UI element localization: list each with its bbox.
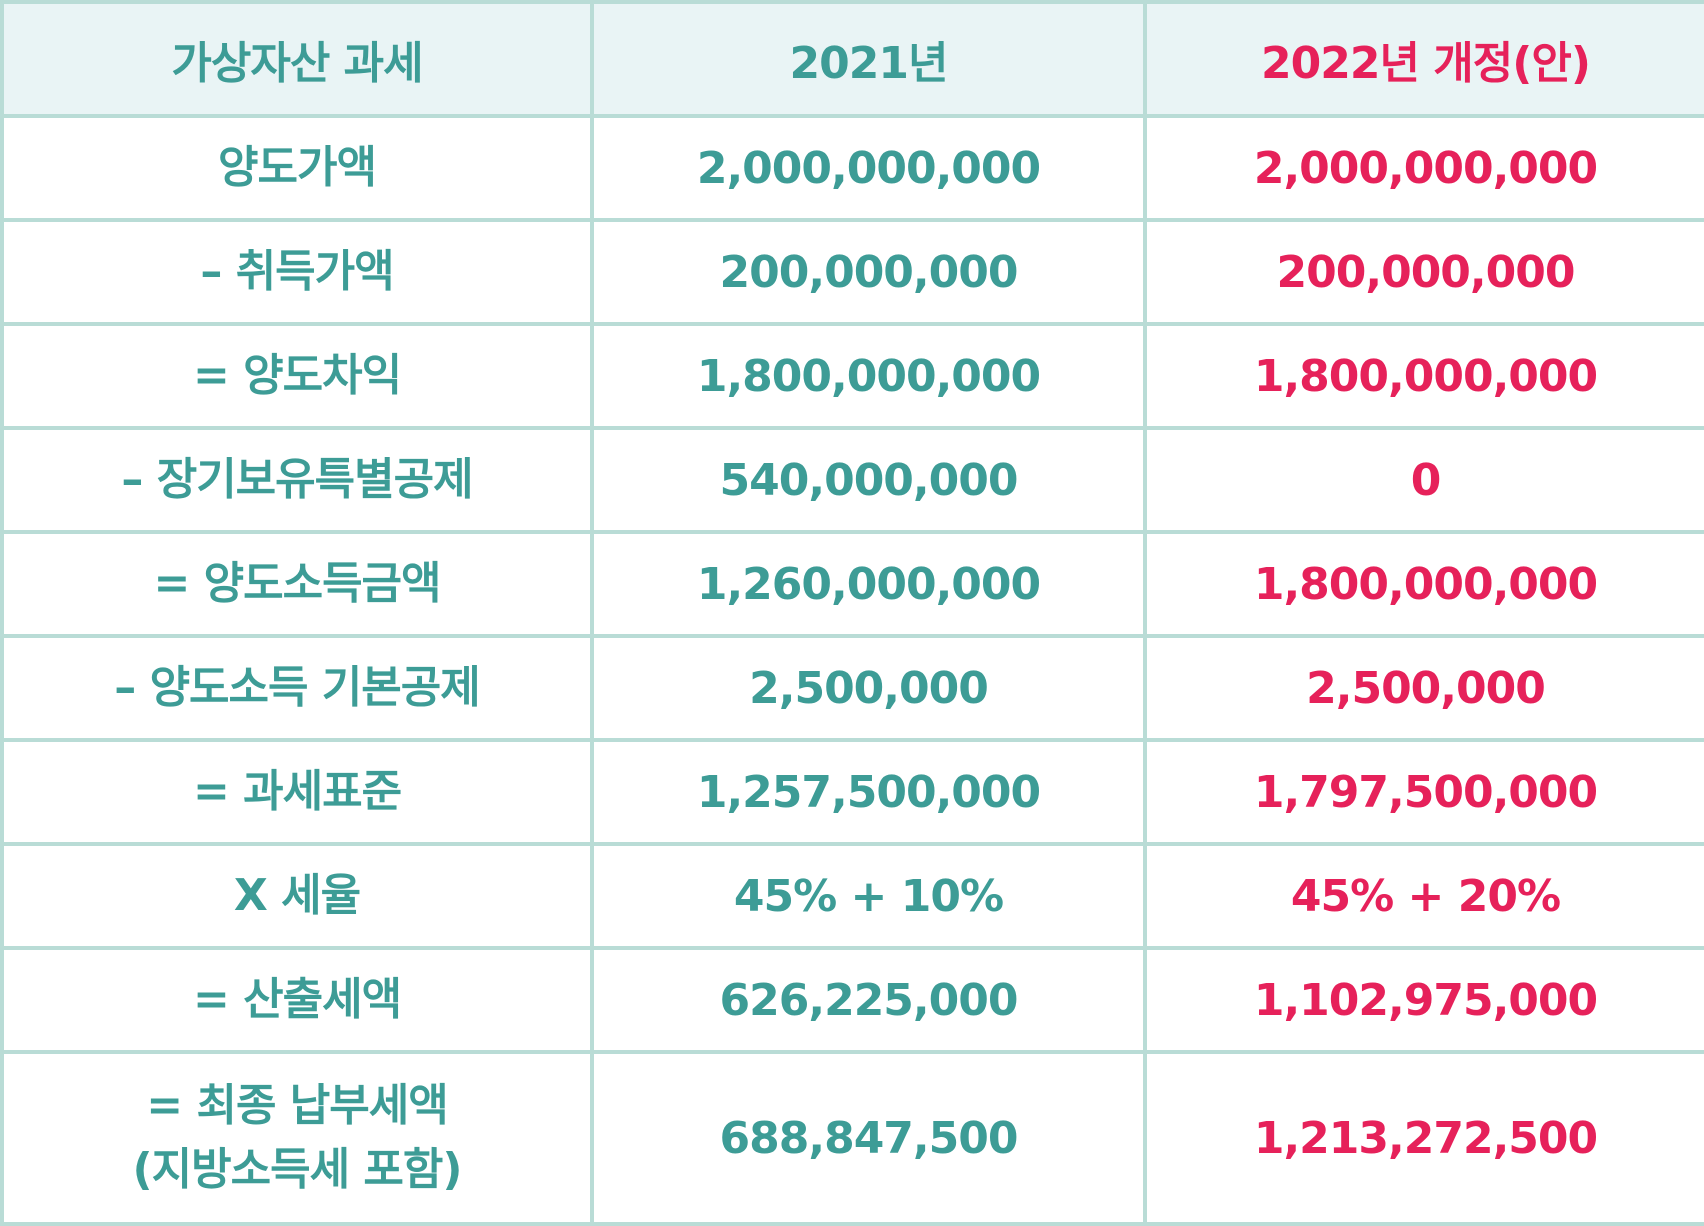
table-body: 양도가액 2,000,000,000 2,000,000,000 – 취득가액 … xyxy=(0,114,1704,1226)
final-tax-label: = 최종 납부세액 xyxy=(146,1080,448,1132)
header-row: 가상자산 과세 2021년 2022년 개정(안) xyxy=(0,0,1704,118)
table-row-final: = 최종 납부세액 (지방소득세 포함) 688,847,500 1,213,2… xyxy=(0,1050,1704,1226)
table-row: X 세율 45% + 10% 45% + 20% xyxy=(0,842,1704,950)
row-label: – 양도소득 기본공제 xyxy=(0,634,594,742)
value-2022: 2,500,000 xyxy=(1143,634,1704,742)
row-label: = 산출세액 xyxy=(0,946,594,1054)
row-label: = 최종 납부세액 (지방소득세 포함) xyxy=(0,1050,594,1226)
value-2021: 626,225,000 xyxy=(590,946,1147,1054)
value-2022: 200,000,000 xyxy=(1143,218,1704,326)
table-row: – 취득가액 200,000,000 200,000,000 xyxy=(0,218,1704,326)
table-header: 가상자산 과세 2021년 2022년 개정(안) xyxy=(0,0,1704,118)
value-2021: 45% + 10% xyxy=(590,842,1147,950)
table-row: = 양도차익 1,800,000,000 1,800,000,000 xyxy=(0,322,1704,430)
row-label: = 양도차익 xyxy=(0,322,594,430)
header-2021: 2021년 xyxy=(590,0,1147,118)
value-2022: 1,102,975,000 xyxy=(1143,946,1704,1054)
row-label: – 취득가액 xyxy=(0,218,594,326)
table-row: = 양도소득금액 1,260,000,000 1,800,000,000 xyxy=(0,530,1704,638)
value-2022: 1,213,272,500 xyxy=(1143,1050,1704,1226)
value-2022: 2,000,000,000 xyxy=(1143,114,1704,222)
row-label: X 세율 xyxy=(0,842,594,950)
row-label: – 장기보유특별공제 xyxy=(0,426,594,534)
table-row: = 과세표준 1,257,500,000 1,797,500,000 xyxy=(0,738,1704,846)
header-2022-revision: 2022년 개정(안) xyxy=(1143,0,1704,118)
value-2021: 200,000,000 xyxy=(590,218,1147,326)
value-2022: 45% + 20% xyxy=(1143,842,1704,950)
value-2021: 540,000,000 xyxy=(590,426,1147,534)
row-label: 양도가액 xyxy=(0,114,594,222)
row-label: = 과세표준 xyxy=(0,738,594,846)
value-2022: 1,800,000,000 xyxy=(1143,322,1704,430)
value-2021: 1,800,000,000 xyxy=(590,322,1147,430)
row-label: = 양도소득금액 xyxy=(0,530,594,638)
value-2021: 2,500,000 xyxy=(590,634,1147,742)
table-row: = 산출세액 626,225,000 1,102,975,000 xyxy=(0,946,1704,1054)
header-label: 가상자산 과세 xyxy=(0,0,594,118)
value-2021: 688,847,500 xyxy=(590,1050,1147,1226)
value-2021: 1,257,500,000 xyxy=(590,738,1147,846)
table-row: – 양도소득 기본공제 2,500,000 2,500,000 xyxy=(0,634,1704,742)
value-2022: 1,800,000,000 xyxy=(1143,530,1704,638)
value-2021: 2,000,000,000 xyxy=(590,114,1147,222)
table-row: – 장기보유특별공제 540,000,000 0 xyxy=(0,426,1704,534)
final-tax-sublabel: (지방소득세 포함) xyxy=(132,1144,463,1195)
value-2022: 0 xyxy=(1143,426,1704,534)
value-2022: 1,797,500,000 xyxy=(1143,738,1704,846)
value-2021: 1,260,000,000 xyxy=(590,530,1147,638)
table-row: 양도가액 2,000,000,000 2,000,000,000 xyxy=(0,114,1704,222)
